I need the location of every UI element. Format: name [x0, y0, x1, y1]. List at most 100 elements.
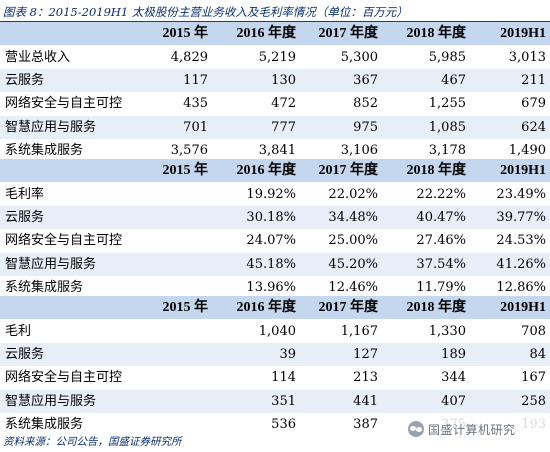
watermark: 国盛计算机研究 — [408, 418, 548, 440]
revenue-table: 2015 年 2016 年度 2017 年度 2018 年度 2019H1 营业总收入 4,… — [0, 22, 550, 162]
table-cell: 37.54% — [382, 253, 470, 276]
table-cell: 45.18% — [212, 253, 300, 276]
row-label: 网络安全与自主可控 — [0, 229, 128, 252]
table-cell: 40.47% — [382, 206, 470, 229]
wechat-icon — [408, 421, 424, 437]
table-cell: 777 — [212, 116, 300, 139]
column-header: 2017 年度 — [300, 22, 382, 45]
watermark-text: 国盛计算机研究 — [428, 421, 516, 438]
table-cell: 467 — [382, 69, 470, 92]
table-header-row: 2015 年 2016 年度 2017 年度 2018 年度 2019H1 — [0, 22, 550, 45]
table-cell: 45.20% — [300, 253, 382, 276]
column-header: 2016 年度 — [212, 296, 300, 319]
table-cell: 624 — [470, 116, 550, 139]
source-note: 资料来源：公司公告，国盛证券研究所 — [3, 433, 363, 451]
table-cell: 5,985 — [382, 45, 470, 68]
column-header: 2017 年度 — [300, 159, 382, 182]
table-cell: 189 — [382, 343, 470, 366]
table-cell: 5,300 — [300, 45, 382, 68]
row-label: 智慧应用与服务 — [0, 116, 128, 139]
table-cell: 24.07% — [212, 229, 300, 252]
table-cell: 34.48% — [300, 206, 382, 229]
figure-caption: 图表 8：2015-2019H1 太极股份主营业务收入及毛利率情况（单位：百万元… — [3, 2, 547, 22]
table-cell — [128, 253, 212, 276]
table-cell: 344 — [382, 366, 470, 389]
table-cell: 22.22% — [382, 182, 470, 205]
table-cell: 1,255 — [382, 92, 470, 115]
row-label: 营业总收入 — [0, 45, 128, 68]
table-cell — [128, 319, 212, 342]
gross-margin-table: 2015 年 2016 年度 2017 年度 2018 年度 2019H1 毛利率 19.9… — [0, 159, 550, 299]
row-label: 毛利 — [0, 319, 128, 342]
table-header-row: 2015 年 2016 年度 2017 年度 2018 年度 2019H1 — [0, 159, 550, 182]
table-row: 营业总收入 4,829 5,219 5,300 5,985 3,013 — [0, 45, 550, 68]
column-header: 2018 年度 — [382, 296, 470, 319]
column-header: 2019H1 — [470, 159, 550, 182]
column-header: 2015 年 — [128, 296, 212, 319]
gross-profit-table: 2015 年 2016 年度 2017 年度 2018 年度 2019H1 毛利 1,040… — [0, 296, 550, 436]
table-cell: 258 — [470, 390, 550, 413]
table-row: 智慧应用与服务 701 777 975 1,085 624 — [0, 116, 550, 139]
table-row: 网络安全与自主可控 114 213 344 167 — [0, 366, 550, 389]
table-cell: 435 — [128, 92, 212, 115]
table-cell: 1,085 — [382, 116, 470, 139]
table-cell: 127 — [300, 343, 382, 366]
table-cell: 701 — [128, 116, 212, 139]
table-cell: 25.00% — [300, 229, 382, 252]
row-label: 网络安全与自主可控 — [0, 366, 128, 389]
row-label: 网络安全与自主可控 — [0, 92, 128, 115]
table-cell: 24.53% — [470, 229, 550, 252]
column-header: 2016 年度 — [212, 22, 300, 45]
column-header: 2018 年度 — [382, 159, 470, 182]
table-cell: 852 — [300, 92, 382, 115]
column-header: 2019H1 — [470, 296, 550, 319]
table-cell: 441 — [300, 390, 382, 413]
table-row: 网络安全与自主可控 24.07% 25.00% 27.46% 24.53% — [0, 229, 550, 252]
table-cell: 19.92% — [212, 182, 300, 205]
table-cell — [128, 390, 212, 413]
table-cell: 41.26% — [470, 253, 550, 276]
table-cell: 4,829 — [128, 45, 212, 68]
column-header: 2017 年度 — [300, 296, 382, 319]
table-cell: 130 — [212, 69, 300, 92]
table-header-row: 2015 年 2016 年度 2017 年度 2018 年度 2019H1 — [0, 296, 550, 319]
table-cell: 1,040 — [212, 319, 300, 342]
table-cell — [128, 343, 212, 366]
table-cell: 679 — [470, 92, 550, 115]
table-cell — [128, 182, 212, 205]
table-cell: 351 — [212, 390, 300, 413]
table-cell: 39 — [212, 343, 300, 366]
table-row: 智慧应用与服务 45.18% 45.20% 37.54% 41.26% — [0, 253, 550, 276]
column-header: 2016 年度 — [212, 159, 300, 182]
table-cell: 1,167 — [300, 319, 382, 342]
column-header — [0, 159, 128, 182]
table-cell: 27.46% — [382, 229, 470, 252]
row-label: 智慧应用与服务 — [0, 390, 128, 413]
table-cell: 211 — [470, 69, 550, 92]
table-row: 云服务 117 130 367 467 211 — [0, 69, 550, 92]
table-row: 智慧应用与服务 351 441 407 258 — [0, 390, 550, 413]
table-cell — [128, 229, 212, 252]
column-header: 2018 年度 — [382, 22, 470, 45]
table-cell: 30.18% — [212, 206, 300, 229]
row-label: 毛利率 — [0, 182, 128, 205]
row-label: 云服务 — [0, 69, 128, 92]
table-cell: 3,013 — [470, 45, 550, 68]
table-cell: 407 — [382, 390, 470, 413]
table-cell: 367 — [300, 69, 382, 92]
table-cell: 213 — [300, 366, 382, 389]
table-cell: 23.49% — [470, 182, 550, 205]
table-cell — [128, 366, 212, 389]
table-row: 云服务 39 127 189 84 — [0, 343, 550, 366]
column-header: 2019H1 — [470, 22, 550, 45]
table-cell: 1,330 — [382, 319, 470, 342]
table-row: 云服务 30.18% 34.48% 40.47% 39.77% — [0, 206, 550, 229]
column-header: 2015 年 — [128, 159, 212, 182]
column-header — [0, 22, 128, 45]
table-row: 毛利率 19.92% 22.02% 22.22% 23.49% — [0, 182, 550, 205]
column-header: 2015 年 — [128, 22, 212, 45]
row-label: 云服务 — [0, 343, 128, 366]
table-row: 毛利 1,040 1,167 1,330 708 — [0, 319, 550, 342]
table-cell: 39.77% — [470, 206, 550, 229]
table-row: 网络安全与自主可控 435 472 852 1,255 679 — [0, 92, 550, 115]
